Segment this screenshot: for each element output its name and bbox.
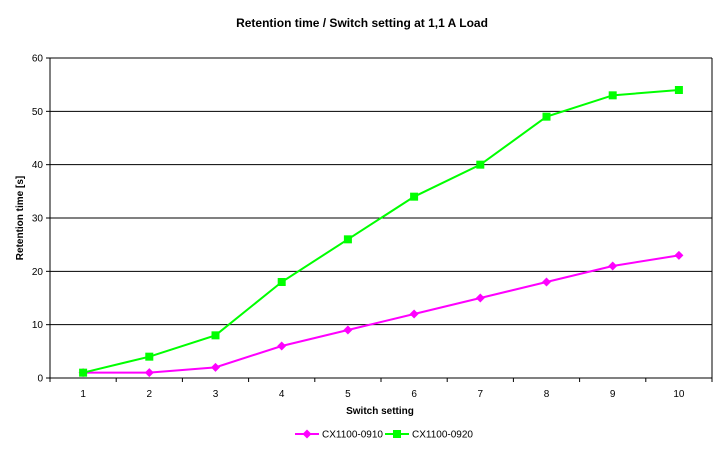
y-tick-label: 30	[32, 214, 44, 225]
data-point	[674, 86, 683, 94]
y-tick-label: 60	[32, 54, 44, 65]
x-tick-label: 10	[673, 389, 685, 400]
data-point	[277, 341, 287, 351]
axes: 0 10 20 30 40 50 60 1 2 3 4 5 6 7 8 9 10	[32, 54, 713, 400]
data-point	[475, 293, 485, 303]
y-tick-label: 20	[32, 267, 44, 278]
y-tick-label: 50	[32, 107, 44, 118]
data-point	[674, 250, 684, 260]
data-point	[409, 309, 419, 319]
legend-square-marker	[393, 430, 401, 438]
x-tick-label: 6	[411, 389, 417, 400]
series-line-1	[83, 254, 680, 374]
data-point	[542, 112, 551, 121]
data-point	[410, 192, 419, 201]
x-axis-label: Switch setting	[346, 406, 414, 417]
data-point	[542, 277, 551, 287]
y-tick-label: 40	[32, 160, 44, 171]
data-point	[343, 235, 352, 244]
data-point	[277, 278, 286, 286]
data-point	[211, 362, 220, 372]
x-tick-label: 9	[610, 389, 616, 400]
x-tick-label: 7	[478, 389, 484, 400]
series-line-2	[82, 89, 679, 374]
x-tick-label: 1	[80, 389, 86, 400]
legend-label-1: CX1100-0910	[322, 430, 383, 441]
legend-diamond-marker	[302, 429, 312, 439]
y-axis-label: Retention time [s]	[15, 176, 26, 260]
data-point	[211, 331, 220, 340]
data-point	[144, 368, 154, 378]
data-point	[608, 261, 618, 271]
x-tick-label: 8	[544, 389, 550, 400]
x-tick-label: 3	[213, 389, 219, 400]
x-tick-label: 2	[147, 389, 153, 400]
x-tick-label: 4	[279, 389, 285, 400]
chart-title: Retention time / Switch setting at 1,1 A…	[236, 16, 488, 30]
legend: CX1100-0910 CX1100-0920	[295, 429, 473, 441]
data-point	[79, 368, 88, 377]
data-point	[608, 91, 617, 100]
series-layer	[78, 86, 684, 378]
legend-label-2: CX1100-0920	[412, 430, 473, 441]
data-point	[476, 160, 485, 169]
data-point	[145, 352, 154, 361]
x-tick-label: 5	[345, 389, 351, 400]
y-tick-label: 10	[32, 320, 44, 331]
y-tick-label: 0	[37, 374, 43, 385]
data-point	[343, 325, 353, 335]
